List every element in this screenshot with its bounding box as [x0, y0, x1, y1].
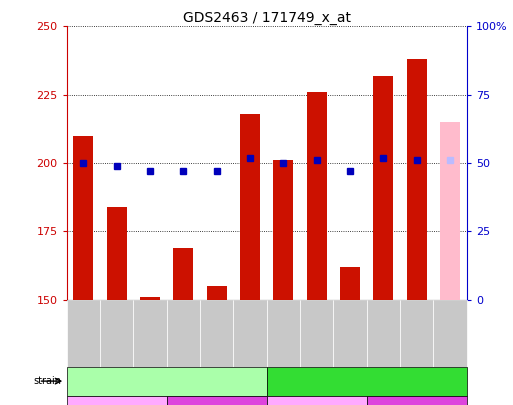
Text: GSM62937: GSM62937	[179, 321, 188, 362]
Title: GDS2463 / 171749_x_at: GDS2463 / 171749_x_at	[183, 11, 351, 25]
Text: GSM62944: GSM62944	[146, 321, 154, 362]
Bar	[307, 92, 327, 300]
Bar	[240, 114, 260, 300]
Text: GSM62936: GSM62936	[79, 321, 88, 362]
Bar	[107, 207, 127, 300]
Bar	[140, 297, 160, 300]
Text: GSM62934: GSM62934	[279, 321, 288, 362]
Text: GSM62940: GSM62940	[112, 321, 121, 362]
Bar	[340, 267, 360, 300]
Text: GSM62942: GSM62942	[346, 321, 354, 362]
Bar	[407, 59, 427, 300]
Bar	[207, 286, 227, 300]
Bar	[173, 248, 193, 300]
Text: GSM62941: GSM62941	[212, 321, 221, 362]
Text: GSM62943: GSM62943	[446, 321, 455, 362]
Text: strain: strain	[33, 376, 62, 386]
Text: control: control	[150, 376, 184, 386]
Text: GSM62938: GSM62938	[312, 321, 321, 362]
Text: GSM62935: GSM62935	[379, 321, 388, 362]
Bar	[273, 160, 293, 300]
Bar	[73, 136, 93, 300]
Text: GSM62939: GSM62939	[412, 321, 421, 362]
Text: Twist E/DA transgenic: Twist E/DA transgenic	[314, 376, 420, 386]
Text: GSM62945: GSM62945	[246, 321, 254, 362]
Bar	[440, 122, 460, 300]
Bar	[373, 75, 393, 300]
